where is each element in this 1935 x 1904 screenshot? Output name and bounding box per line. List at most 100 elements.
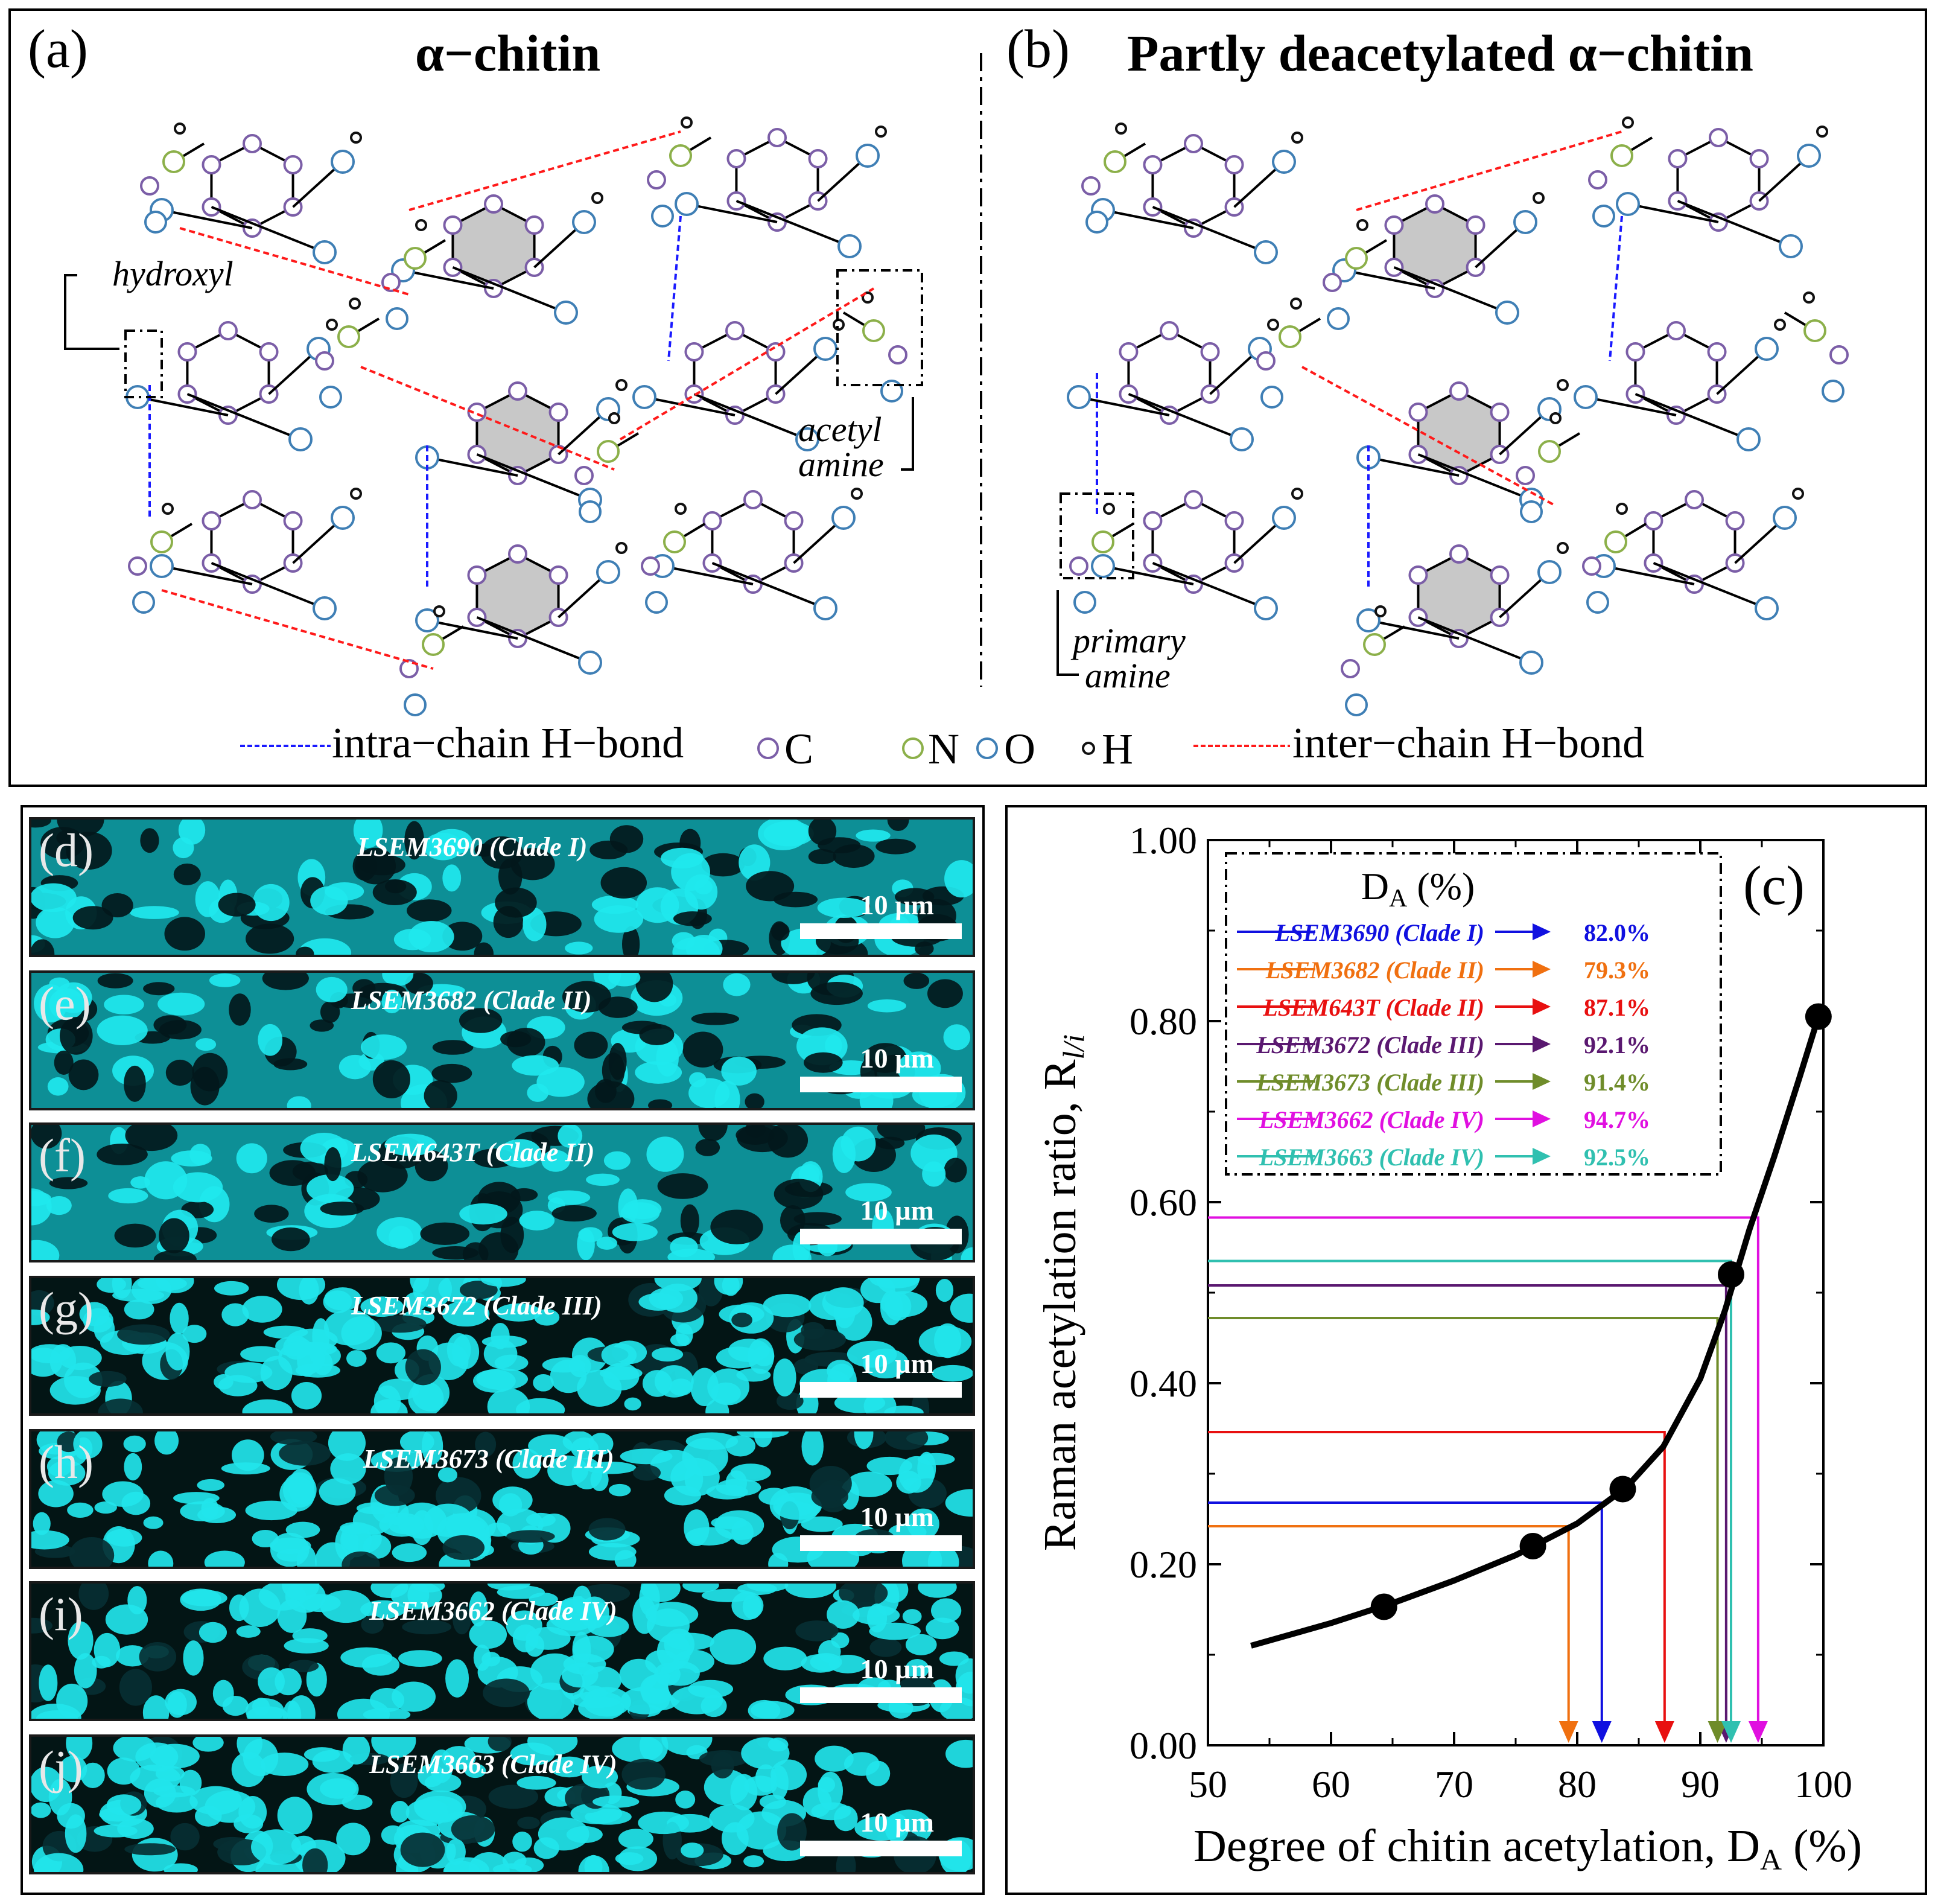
cell-blob [171,1150,212,1167]
cell-blob [480,1278,526,1287]
cell-blob [510,1188,538,1202]
drop-line [1208,1317,1719,1727]
cell-blob [706,1484,748,1500]
cell-blob [795,1620,839,1641]
nitrogen-atom [422,633,445,656]
cell-blob [445,1659,469,1698]
cell-blob [574,1031,608,1059]
carbon-atom [1449,381,1469,401]
cell-blob [483,1678,530,1707]
cell-blob [221,1462,270,1475]
cell-blob [59,1017,93,1055]
cell-blob [143,1516,164,1529]
cell-blob [48,1778,72,1816]
legend-arrowhead [1533,961,1551,978]
pyranose-ring [735,136,819,224]
acetyl-arrow [901,397,914,471]
microscopy-strip-f: (f) LSEM643T (Clade II) 10 µm [29,1122,975,1262]
hydrogen-atom [591,192,603,204]
cell-blob [578,1696,624,1719]
carbon-atom [808,149,828,168]
drop-line [1208,1431,1666,1727]
cell-blob [64,1362,103,1398]
cell-blob [246,923,294,954]
cell-blob [810,982,863,1005]
bond [476,453,591,501]
cell-blob [669,1378,693,1396]
cell-blob [945,1489,973,1517]
deacetylated-chitin-diagram [1056,116,1849,716]
cell-blob [469,1620,507,1649]
cell-blob [866,1603,888,1633]
oxygen-atom [404,693,427,716]
cell-blob [856,829,891,842]
strip-sample-name: LSEM3662 (Clade IV) [369,1596,617,1626]
cell-blob [31,1703,81,1719]
cell-blob [371,1737,416,1759]
carbon-atom [467,565,487,585]
oxygen-atom [1574,385,1598,409]
cell-blob [68,1621,94,1660]
cell-blob [114,1223,156,1248]
cell-blob [97,1143,148,1165]
drop-arrowhead [1708,1721,1727,1743]
cell-blob [612,1223,658,1241]
nitrogen-atom [1538,440,1561,463]
carbon-atom [1119,342,1139,361]
cell-blob [279,1441,331,1466]
carbon-atom [1184,134,1203,153]
cell-blob [481,1652,501,1667]
calibration-chart: 0.00 0.20 0.40 0.60 0.80 1.00 50 60 70 80 90 100 Deg… [1035,819,1862,1876]
oxygen-atom [150,554,174,578]
pyranose-ring-fill [1418,554,1500,638]
cell-blob [31,883,77,912]
cell-blob [688,1680,734,1698]
legend-series-value: 79.3% [1584,957,1650,984]
cell-blob [214,1281,249,1296]
cell-blob [895,888,935,906]
cell-blob [808,820,837,845]
carbon-atom [1749,149,1769,168]
cell-blob [390,1800,410,1823]
cell-blob [442,1301,490,1327]
cell-blob [741,1737,790,1769]
oxygen-atom [1586,591,1609,614]
oxygen-atom [831,506,856,530]
atom-c-label: C [784,725,814,773]
cell-blob [288,1468,315,1505]
cell-blob [593,1795,640,1808]
cell-blob [818,1777,836,1793]
structure-panel: (a) α−chitin (b) Partly deacetylated α−c… [8,8,1927,787]
cell-blob [639,1024,675,1046]
cell-blob [690,1368,719,1407]
carbon-atom [548,565,568,585]
cell-blob [845,1183,892,1202]
cell-blob [601,1343,637,1368]
carbon-atom [1725,511,1745,530]
pyranose-ring [1652,498,1736,586]
cell-blob [632,1596,656,1634]
cell-blob [944,860,973,898]
cell-blob [499,1139,542,1168]
primary-amine-annotation-line2: amine [1085,656,1171,695]
cell-blob [620,1448,673,1465]
drop-arrowhead [1592,1721,1612,1743]
carbon-atom [1224,155,1244,174]
cell-blob [117,1324,170,1345]
cell-blob [698,1125,728,1141]
carbon-atom [283,511,303,530]
legend-arrowhead [1533,923,1551,940]
inter-chain-hbond [179,227,410,296]
nitrogen-atom [337,325,360,348]
cell-blob [31,1617,52,1634]
cell-blob [475,1431,497,1457]
cell-blob [153,1015,187,1035]
legend-series-name: LSEM3662 (Clade IV) [1259,1106,1484,1133]
bond [1102,565,1194,585]
cell-blob [270,1431,317,1445]
oxygen-atom [856,144,880,168]
cell-blob [432,1246,479,1260]
cell-blob [927,979,963,1008]
cell-blob [372,879,417,905]
scale-bar-label: 10 µm [860,1043,934,1074]
